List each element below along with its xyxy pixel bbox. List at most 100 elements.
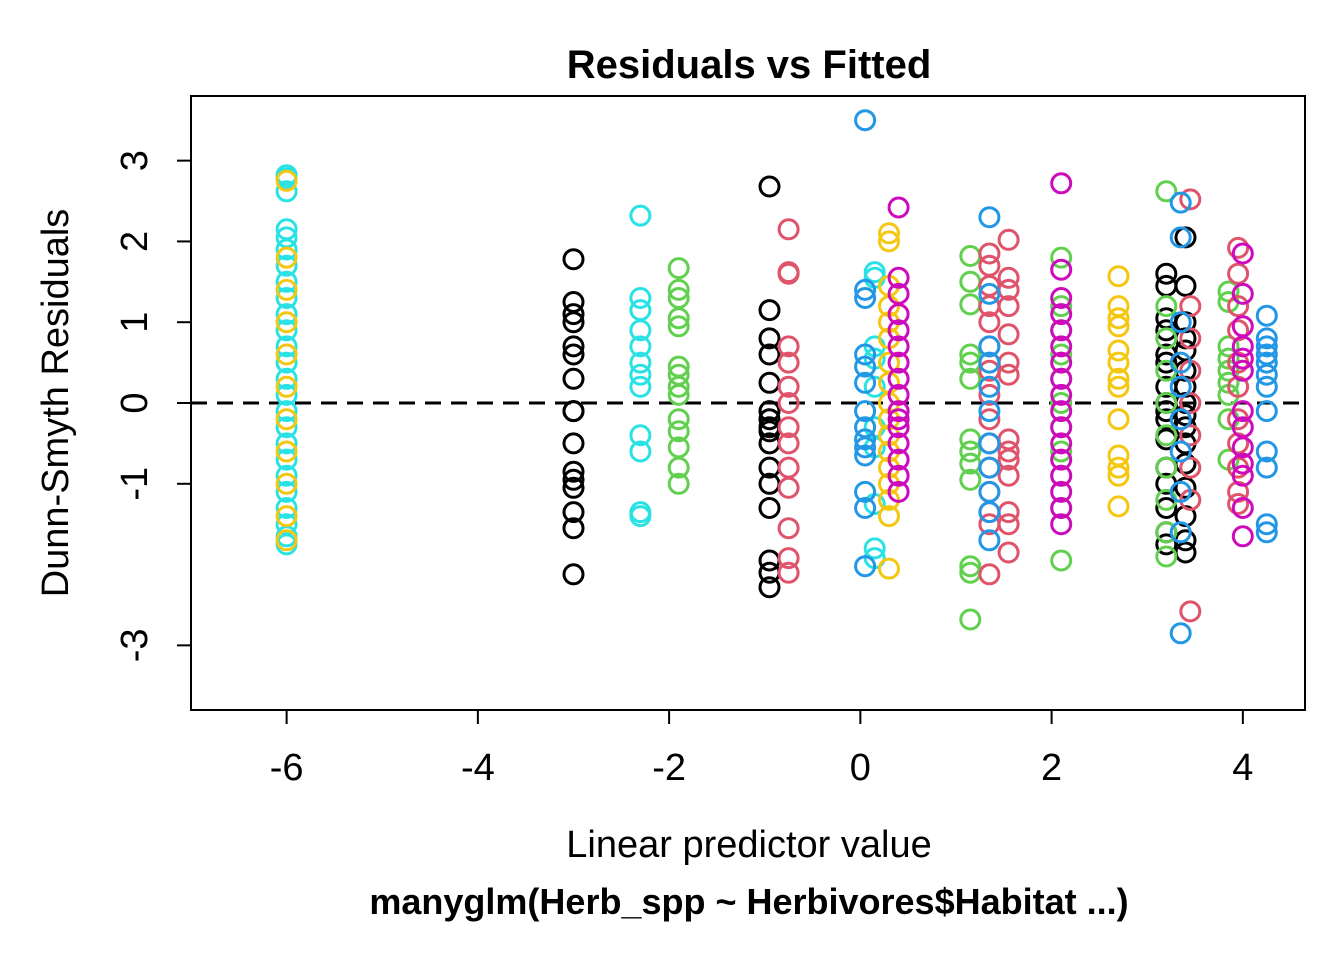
- data-point-red: [1179, 188, 1202, 211]
- data-point-black: [1174, 339, 1197, 362]
- data-point-blue: [1255, 327, 1278, 350]
- data-point-magenta: [887, 319, 910, 342]
- data-point-green: [959, 343, 982, 366]
- data-point-blue: [1255, 363, 1278, 386]
- data-point-black: [562, 432, 585, 455]
- data-point-green: [1155, 295, 1178, 318]
- data-point-red: [997, 228, 1020, 251]
- data-point-magenta: [1231, 464, 1254, 487]
- data-point-blue: [854, 480, 877, 503]
- data-point-black: [758, 400, 781, 423]
- data-point-green: [1155, 392, 1178, 414]
- data-point-red: [1227, 295, 1250, 318]
- x-tick-label: -4: [461, 747, 495, 789]
- data-point-blue: [978, 456, 1001, 479]
- data-point-cyan: [275, 351, 298, 374]
- x-axis-label: Linear predictor value: [566, 824, 931, 866]
- data-point-green: [959, 468, 982, 491]
- data-point-blue: [978, 480, 1001, 503]
- data-point-cyan: [275, 287, 298, 309]
- data-point-green: [1217, 335, 1240, 358]
- data-point-yellow: [1107, 375, 1130, 398]
- data-point-black: [758, 576, 781, 599]
- data-point-cyan: [275, 367, 298, 390]
- data-point-green: [959, 245, 982, 267]
- data-point-black: [562, 517, 585, 540]
- y-axis-label: Dunn-Smyth Residuals: [35, 209, 77, 598]
- data-point-black: [758, 343, 781, 366]
- data-point-red: [1227, 262, 1250, 285]
- data-point-red: [997, 448, 1020, 471]
- data-point-blue: [1255, 440, 1278, 463]
- data-point-red: [1227, 236, 1250, 259]
- data-point-green: [1155, 180, 1178, 203]
- data-point-black: [1155, 351, 1178, 374]
- data-point-yellow: [1107, 408, 1130, 431]
- data-point-cyan: [629, 363, 652, 386]
- data-point-yellow: [275, 472, 298, 495]
- data-point-magenta: [887, 335, 910, 358]
- data-point-magenta: [1231, 359, 1254, 382]
- data-point-cyan: [629, 505, 652, 528]
- data-point-blue: [1255, 521, 1278, 544]
- data-point-magenta: [887, 400, 910, 423]
- y-axis: -3 -1 0 1 2 3: [114, 150, 192, 662]
- data-point-magenta: [1231, 436, 1254, 459]
- data-point-blue: [978, 282, 1001, 305]
- data-point-green: [959, 367, 982, 390]
- data-point-yellow: [1107, 464, 1130, 487]
- data-point-blue: [854, 400, 877, 423]
- data-point-red: [777, 561, 800, 584]
- data-point-cyan: [275, 400, 298, 423]
- data-point-red: [978, 311, 1001, 334]
- data-point-red: [978, 242, 1001, 265]
- data-point-red: [997, 295, 1020, 318]
- data-point-cyan: [275, 464, 298, 487]
- data-point-green: [667, 375, 690, 398]
- data-point-red: [1179, 424, 1202, 447]
- data-point-black: [758, 327, 781, 350]
- data-point-yellow: [1107, 351, 1130, 374]
- data-point-magenta: [1050, 416, 1073, 439]
- data-point-red: [1179, 327, 1202, 350]
- data-point-green: [667, 420, 690, 443]
- data-point-black: [562, 303, 585, 326]
- data-point-green: [667, 456, 690, 479]
- data-point-red: [777, 547, 800, 570]
- data-point-yellow: [1107, 315, 1130, 338]
- data-point-yellow: [275, 311, 298, 334]
- data-point-green: [667, 383, 690, 406]
- data-point-blue: [978, 529, 1001, 552]
- data-point-blue: [1255, 304, 1278, 327]
- data-point-green: [667, 408, 690, 431]
- data-point-yellow: [878, 557, 900, 580]
- data-point-black: [562, 400, 585, 423]
- chart-title: Residuals vs Fitted: [567, 43, 932, 87]
- data-point-magenta: [1050, 335, 1073, 358]
- data-point-black: [1155, 497, 1178, 519]
- data-point-yellow: [275, 169, 298, 192]
- data-point-black: [758, 371, 781, 394]
- data-point-green: [1050, 392, 1073, 414]
- data-point-blue: [1169, 622, 1192, 645]
- data-point-cyan: [275, 432, 298, 455]
- data-point-blue: [1169, 480, 1192, 503]
- data-point-blue: [1169, 440, 1192, 463]
- data-point-yellow: [275, 408, 298, 431]
- data-point-green: [1155, 456, 1178, 479]
- data-point-black: [562, 248, 585, 271]
- data-point-red: [1179, 456, 1202, 479]
- data-point-black: [562, 343, 585, 366]
- x-tick-label: -6: [270, 747, 304, 789]
- data-point-red: [997, 266, 1020, 289]
- data-point-cyan: [275, 497, 298, 519]
- data-point-red: [777, 392, 800, 414]
- data-point-yellow: [878, 230, 900, 253]
- data-point-cyan: [863, 375, 886, 398]
- data-point-yellow: [878, 505, 900, 528]
- data-point-magenta: [1050, 432, 1073, 455]
- data-point-red: [997, 323, 1020, 346]
- data-point-red: [777, 517, 800, 540]
- data-point-red: [1179, 600, 1202, 623]
- data-point-cyan: [275, 335, 298, 358]
